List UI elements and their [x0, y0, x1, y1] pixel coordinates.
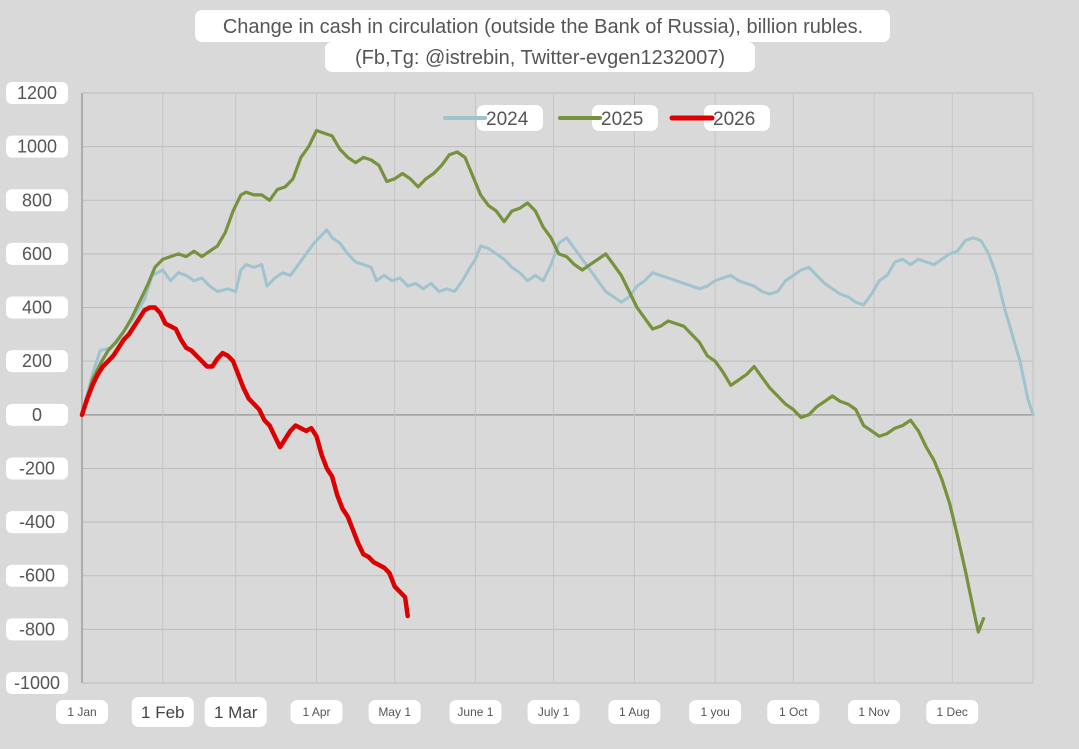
legend: 2024 2025 2026	[443, 105, 770, 131]
x-axis-ticks: 1 Jan 1 Feb 1 Mar 1 Apr May 1 June 1 July 1 1 A…	[56, 697, 979, 727]
x-tick-pill	[56, 700, 108, 724]
x-tick-label: 1 Feb	[141, 703, 184, 722]
legend-pill	[592, 105, 658, 131]
x-tick-label: 1 Aug	[619, 705, 650, 719]
y-tick-pill	[6, 618, 68, 641]
y-tick-label: -1000	[14, 673, 60, 693]
x-tick-pill	[689, 700, 742, 724]
y-tick-label: -600	[19, 566, 55, 586]
x-tick-pill	[848, 700, 901, 724]
y-tick-label: 400	[22, 298, 52, 318]
y-tick-pill	[6, 135, 68, 158]
y-tick-label: 0	[32, 405, 42, 425]
y-tick-label: -800	[19, 619, 55, 639]
y-tick-pill	[6, 242, 68, 265]
x-tick-pill	[290, 700, 343, 724]
y-tick-label: 800	[22, 190, 52, 210]
legend-label-2025: 2025	[601, 109, 643, 130]
y-tick-pill	[6, 403, 68, 426]
y-tick-pill	[6, 564, 68, 587]
y-tick-pill	[6, 672, 68, 694]
series-lines	[79, 128, 1035, 634]
chart-subtitle: (Fb,Tg: @istrebin, Twitter-evgen1232007)	[355, 47, 725, 69]
y-tick-pill	[6, 82, 68, 104]
x-tick-label: 1 you	[700, 705, 729, 719]
legend-pill	[704, 105, 770, 131]
y-tick-pill	[6, 189, 68, 212]
grid-lines	[81, 92, 1034, 684]
y-tick-label: -400	[19, 512, 55, 532]
y-tick-pill	[6, 511, 68, 534]
x-tick-pill	[131, 697, 194, 727]
x-tick-label: June 1	[457, 705, 493, 719]
series-line-2026	[79, 305, 410, 619]
series-line-2024	[80, 228, 1035, 417]
chart-title: Change in cash in circulation (outside t…	[223, 16, 863, 38]
y-tick-pill	[6, 296, 68, 319]
legend-label-2024: 2024	[486, 109, 529, 130]
x-tick-pill	[608, 700, 661, 724]
x-tick-label: 1 Jan	[67, 705, 96, 719]
x-tick-pill	[767, 700, 820, 724]
x-tick-pill	[368, 700, 421, 724]
legend-pill	[477, 105, 543, 131]
y-tick-pill	[6, 457, 68, 480]
x-tick-pill	[926, 700, 979, 724]
x-tick-label: July 1	[538, 705, 570, 719]
series-line-2025	[80, 128, 986, 634]
x-tick-label: 1 Mar	[214, 703, 258, 722]
y-tick-label: 600	[22, 244, 52, 264]
y-axis-ticks: 1200 1000 800 600 400 200 0 -200 -400 -600 -800 -10…	[6, 82, 68, 694]
y-tick-label: 1200	[17, 83, 57, 103]
x-tick-pill	[449, 700, 502, 724]
x-tick-label: 1 Apr	[302, 705, 330, 719]
x-tick-pill	[527, 700, 580, 724]
y-tick-label: 200	[22, 351, 52, 371]
y-tick-label: -200	[19, 458, 55, 478]
x-tick-label: May 1	[378, 705, 411, 719]
subtitle-pill	[325, 42, 755, 72]
x-tick-label: 1 Nov	[858, 705, 889, 719]
x-tick-pill	[204, 697, 267, 727]
y-tick-pill	[6, 350, 68, 373]
title-pill	[195, 10, 890, 42]
x-tick-label: 1 Oct	[779, 705, 808, 719]
x-tick-label: 1 Dec	[937, 705, 968, 719]
legend-label-2026: 2026	[713, 109, 755, 130]
y-tick-label: 1000	[17, 137, 57, 157]
